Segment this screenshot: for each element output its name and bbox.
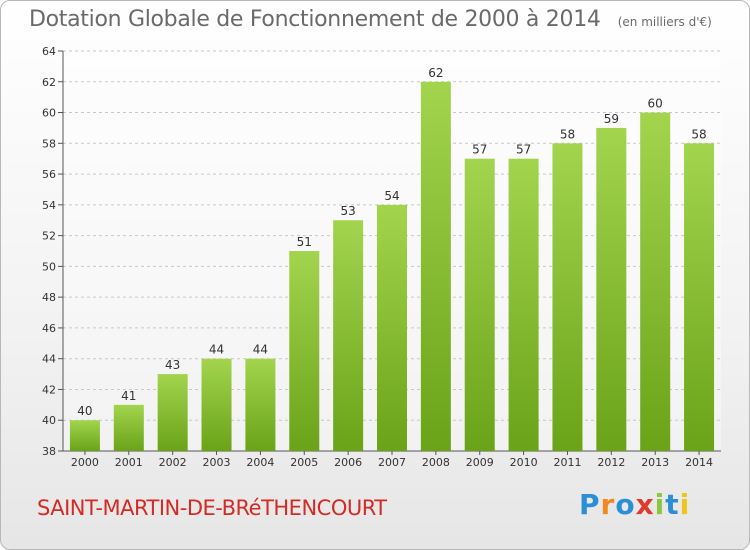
logo-letter: i [679,488,691,521]
bar-2012 [596,127,627,451]
y-tick-label: 56 [42,168,56,181]
y-tick-label: 46 [42,322,56,335]
value-label-2010: 57 [516,143,531,157]
logo-letter: P [579,488,601,521]
y-tick-label: 52 [42,230,56,243]
title-row: Dotation Globale de Fonctionnement de 20… [29,7,712,32]
bar-2009 [464,158,495,451]
y-tick-label: 60 [42,107,56,120]
bar-2011 [552,143,583,452]
bar-2005 [289,251,320,451]
value-label-2004: 44 [253,343,268,357]
value-label-2006: 53 [340,204,355,218]
bar-2008 [420,81,451,452]
value-label-2011: 58 [560,127,575,141]
value-label-2001: 41 [121,389,136,403]
y-tick-label: 40 [42,414,56,427]
y-tick-label: 62 [42,76,56,89]
value-label-2008: 62 [428,66,443,80]
x-tick-label-2010: 2010 [510,456,538,469]
logo-letter: o [615,488,636,521]
logo-letter: t [665,488,680,521]
value-label-2003: 44 [209,343,224,357]
bar-2003 [201,358,232,451]
bar-2004 [245,358,276,451]
value-label-2000: 40 [77,404,92,418]
x-tick-label-2001: 2001 [115,456,143,469]
bar-2000 [69,420,100,451]
y-tick-label: 48 [42,291,56,304]
chart-title: Dotation Globale de Fonctionnement de 20… [29,7,601,32]
x-tick-label-2009: 2009 [466,456,494,469]
proxiti-logo: Proxiti [579,488,690,521]
value-label-2014: 58 [691,127,706,141]
value-label-2009: 57 [472,143,487,157]
bar-2014 [684,143,715,452]
x-tick-label-2003: 2003 [203,456,231,469]
bar-2006 [333,220,364,451]
value-label-2013: 60 [648,97,663,111]
x-tick-label-2006: 2006 [334,456,362,469]
y-tick-label: 58 [42,137,56,150]
x-tick-label-2012: 2012 [597,456,625,469]
x-tick-label-2011: 2011 [553,456,581,469]
logo-letter: i [654,488,666,521]
x-tick-label-2002: 2002 [159,456,187,469]
x-tick-label-2005: 2005 [290,456,318,469]
y-tick-label: 38 [42,445,56,458]
bar-2013 [640,112,671,452]
value-label-2005: 51 [297,235,312,249]
logo-letter: x [635,488,655,521]
chart-unit: (en milliers d'€) [617,15,712,29]
x-tick-label-2000: 2000 [71,456,99,469]
value-label-2007: 54 [384,189,399,203]
x-tick-label-2007: 2007 [378,456,406,469]
y-tick-label: 42 [42,383,56,396]
x-tick-label-2004: 2004 [246,456,274,469]
y-tick-label: 50 [42,260,56,273]
value-label-2002: 43 [165,358,180,372]
bar-2010 [508,158,539,451]
value-label-2012: 59 [604,112,619,126]
x-tick-label-2014: 2014 [685,456,713,469]
y-tick-label: 64 [42,45,56,58]
bar-2007 [377,204,407,451]
bar-2002 [157,374,188,451]
bar-2001 [113,404,144,451]
y-tick-label: 44 [42,353,56,366]
commune-name: SAINT-MARTIN-DE-BRéTHENCOURT [37,496,387,520]
logo-letter: r [600,488,616,521]
x-tick-label-2013: 2013 [641,456,669,469]
y-tick-label: 54 [42,199,56,212]
x-tick-label-2008: 2008 [422,456,450,469]
